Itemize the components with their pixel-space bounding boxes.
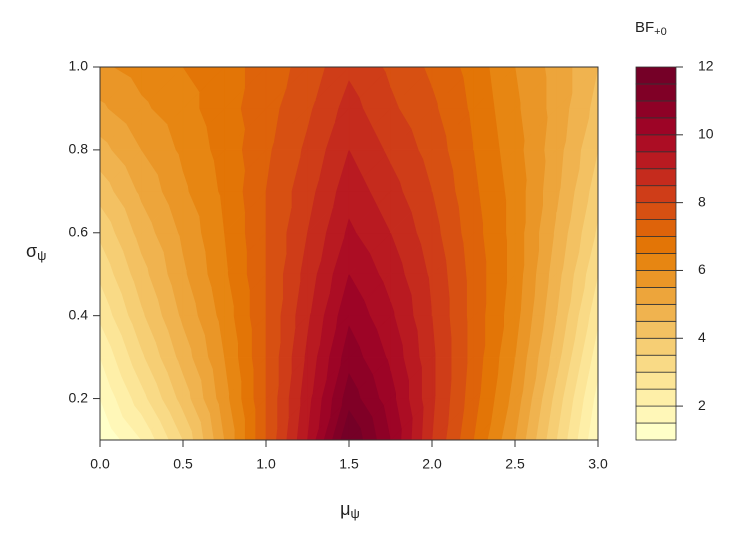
contour-band [348, 80, 360, 109]
x-tick-label: 2.0 [422, 456, 442, 472]
y-tick-label: 0.6 [69, 223, 89, 239]
colorbar-tick-label: 12 [698, 58, 714, 74]
contour-band [390, 301, 395, 316]
colorbar-band [635, 219, 677, 237]
y-label-sub: ψ [37, 248, 46, 263]
colorbar-band [635, 388, 677, 407]
x-tick-label: 1.0 [256, 456, 276, 472]
colorbar-tick-label: 10 [698, 126, 714, 142]
colorbar-band [635, 405, 677, 424]
y-tick-label: 0.2 [69, 389, 89, 405]
x-tick-label: 1.5 [339, 456, 359, 472]
colorbar-band [635, 253, 677, 271]
contour-band [390, 370, 396, 399]
contour-band [348, 373, 359, 399]
colorbar-band [635, 151, 677, 170]
contour-band [514, 66, 521, 109]
colorbar-band [635, 185, 677, 204]
contour-band [431, 87, 438, 109]
colorbar-band [635, 83, 677, 102]
y-label-main: σ [26, 241, 37, 261]
colorbar-band [635, 134, 677, 153]
colorbar-band [635, 320, 677, 339]
y-tick-label: 0.4 [69, 306, 89, 322]
contour-band [348, 149, 364, 192]
x-tick-label: 3.0 [588, 456, 608, 472]
contour-band [348, 218, 354, 234]
x-tick-label: 0.0 [90, 456, 110, 472]
contour-band [348, 410, 361, 441]
colorbar-tick-label: 6 [698, 261, 706, 277]
colorbar-title-main: BF [635, 19, 654, 36]
colorbar-title: BF+0 [635, 19, 667, 38]
contour-band [431, 356, 436, 399]
colorbar-band [635, 354, 677, 373]
colorbar-band [635, 303, 677, 322]
colorbar-band [635, 337, 677, 356]
colorbar-band [635, 371, 677, 390]
colorbar-band [635, 100, 677, 119]
colorbar-band [635, 168, 677, 187]
contour-band [466, 315, 474, 358]
y-tick-label: 1.0 [69, 58, 89, 74]
colorbar-tick-label: 8 [698, 193, 706, 209]
contour-plot [99, 66, 599, 441]
contour-band [390, 232, 403, 275]
colorbar-tick-label: 2 [698, 397, 706, 413]
x-tick-label: 0.5 [173, 456, 193, 472]
colorbar-band [635, 236, 677, 254]
colorbar-band [635, 66, 677, 85]
x-label-sub: ψ [351, 506, 360, 521]
x-label-main: μ [340, 499, 350, 519]
colorbar-band [635, 287, 677, 305]
x-axis-label: μψ [340, 499, 360, 522]
contour-band [431, 315, 436, 358]
colorbar-band [635, 117, 677, 136]
colorbar-band [635, 422, 677, 441]
contour-band [390, 163, 401, 192]
colorbar-title-sub: +0 [654, 26, 667, 38]
contour-band [348, 325, 360, 358]
x-tick-label: 2.5 [505, 456, 525, 472]
colorbar-tick-label: 4 [698, 329, 706, 345]
y-axis-label: σψ [26, 241, 46, 264]
contour-band [390, 87, 397, 109]
colorbar-band [635, 202, 677, 220]
colorbar-band [635, 270, 677, 288]
contour-band [348, 273, 365, 316]
contour-band [431, 191, 440, 234]
contour-band [473, 149, 479, 192]
y-tick-label: 0.8 [69, 141, 89, 157]
